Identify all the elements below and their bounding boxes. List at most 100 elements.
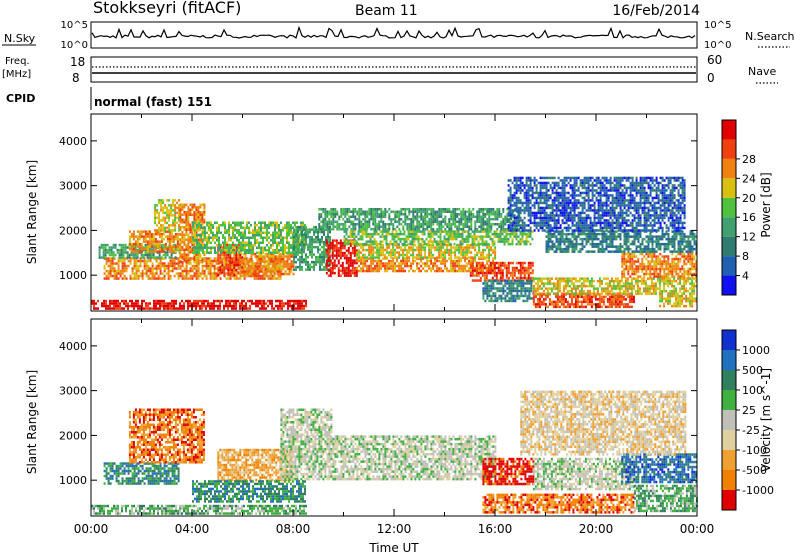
velocity-region-1 bbox=[103, 462, 180, 485]
power-colorbar-band-2 bbox=[722, 236, 736, 257]
power-ylabel: Slant Range [km] bbox=[25, 160, 39, 264]
velocity-colorbar-tick-label-4: -25 bbox=[742, 424, 760, 437]
nave-top-tick: 60 bbox=[707, 53, 722, 67]
velocity-xtick-label-5: 20:00 bbox=[579, 522, 614, 536]
power-region-0 bbox=[91, 299, 307, 310]
velocity-ytick-label-1000: 1000 bbox=[59, 474, 87, 487]
velocity-y-ticks: 1000 2000 3000 4000 bbox=[59, 340, 697, 487]
velocity-colorbar-tick-label-6: -500 bbox=[742, 464, 767, 477]
beam-title: Beam 11 bbox=[355, 3, 418, 19]
power-ytick-label-1000: 1000 bbox=[59, 269, 87, 282]
freq-top-tick: 18 bbox=[70, 55, 85, 69]
velocity-colorbar-band-8 bbox=[722, 330, 736, 350]
velocity-xtick-label-6: 00:00 bbox=[680, 522, 715, 536]
velocity-ytick-label-2000: 2000 bbox=[59, 429, 87, 442]
velocity-panel: 1000 2000 3000 4000 00:00 04:00 08:00 12:00 16:… bbox=[25, 318, 774, 536]
power-colorbar-band-3 bbox=[722, 217, 736, 237]
power-region-12 bbox=[356, 243, 497, 259]
power-colorbar-label: Power [dB] bbox=[759, 172, 773, 237]
power-colorbar-band-0 bbox=[722, 275, 736, 295]
velocity-xtick-label-4: 16:00 bbox=[478, 522, 513, 536]
velocity-ytick-label-3000: 3000 bbox=[59, 385, 87, 398]
power-colorbar-tick-label-6: 28 bbox=[742, 153, 756, 166]
power-colorbar-band-5 bbox=[722, 178, 736, 198]
velocity-colorbar-band-2 bbox=[722, 450, 736, 470]
velocity-xtick-label-2: 08:00 bbox=[276, 522, 311, 536]
velocity-colorbar-band-1 bbox=[722, 470, 736, 490]
velocity-colorbar-tick-label-2: 100 bbox=[742, 384, 763, 397]
power-colorbar-band-6 bbox=[722, 158, 736, 179]
freq-unit: [MHz] bbox=[2, 69, 31, 80]
velocity-colorbar-tick-label-7: -1000 bbox=[742, 484, 774, 497]
power-region-13 bbox=[343, 230, 534, 246]
nave-label: Nave bbox=[748, 65, 776, 78]
x-axis-label: Time UT bbox=[368, 541, 419, 554]
power-colorbar-frame bbox=[721, 119, 737, 296]
velocity-colorbar-band-6 bbox=[722, 370, 736, 390]
power-colorbar-tick-label-4: 20 bbox=[742, 192, 756, 205]
power-region-19 bbox=[621, 252, 698, 278]
velocity-region-0 bbox=[91, 504, 307, 515]
velocity-ylabel: Slant Range [km] bbox=[25, 370, 39, 474]
power-ytick-label-2000: 2000 bbox=[59, 224, 87, 237]
velocity-colorbar-tick-label-3: 25 bbox=[742, 404, 756, 417]
velocity-region-11 bbox=[633, 484, 698, 513]
nsky-panel: N.Sky 10^5 10^0 10^5 10^0 N.Search bbox=[2, 20, 795, 51]
power-colorbar-tick-label-3: 16 bbox=[742, 211, 756, 224]
power-region-16 bbox=[482, 279, 535, 303]
velocity-region-7 bbox=[482, 457, 535, 486]
power-cells bbox=[91, 176, 698, 310]
velocity-colorbar-tick-label-0: 1000 bbox=[742, 344, 770, 357]
velocity-xtick-label-0: 00:00 bbox=[74, 522, 109, 536]
power-region-20 bbox=[659, 277, 698, 308]
velocity-x-ticks: 00:00 04:00 08:00 12:00 16:00 20:00 00:00 bbox=[74, 319, 715, 536]
nsky-bottom-tick: 10^0 bbox=[61, 40, 88, 51]
nsky-top-tick: 10^5 bbox=[61, 20, 88, 31]
nsearch-top-tick: 10^5 bbox=[704, 20, 731, 31]
power-region-17 bbox=[532, 293, 635, 309]
power-region-7 bbox=[242, 252, 295, 276]
cpid-label: CPID bbox=[6, 92, 35, 105]
nave-bottom-tick: 0 bbox=[707, 71, 715, 85]
nsky-trace bbox=[91, 25, 696, 39]
velocity-colorbar-band-3 bbox=[722, 430, 736, 450]
power-colorbar-tick-label-2: 12 bbox=[742, 231, 756, 244]
power-ytick-label-4000: 4000 bbox=[59, 135, 87, 148]
power-y-ticks: 1000 2000 3000 4000 bbox=[59, 135, 697, 282]
station-title: Stokkseyri (fitACF) bbox=[93, 0, 241, 17]
power-colorbar: 4 8 12 16 20 24 28 bbox=[721, 119, 756, 296]
power-colorbar-band-7 bbox=[722, 139, 736, 159]
velocity-colorbar-band-5 bbox=[722, 390, 736, 410]
power-colorbar-band-8 bbox=[722, 120, 736, 140]
velocity-xtick-label-1: 04:00 bbox=[175, 522, 210, 536]
power-region-9 bbox=[293, 225, 331, 271]
freq-bottom-tick: 8 bbox=[72, 71, 80, 85]
date-title: 16/Feb/2014 bbox=[612, 3, 700, 19]
velocity-colorbar-label: Velocity [m s^-1] bbox=[759, 368, 773, 472]
velocity-region-4 bbox=[192, 480, 306, 503]
velocity-colorbar-band-4 bbox=[722, 410, 736, 430]
cpid-value: normal (fast) 151 bbox=[94, 95, 212, 109]
velocity-colorbar-tick-label-5: -100 bbox=[742, 444, 767, 457]
power-region-5 bbox=[179, 203, 206, 264]
velocity-colorbar-band-7 bbox=[722, 350, 736, 370]
power-region-18 bbox=[532, 277, 661, 295]
power-region-8 bbox=[192, 221, 306, 254]
velocity-colorbar: 1000 500 100 25 -25 -100 -500 -1000 bbox=[721, 329, 774, 511]
velocity-region-5 bbox=[280, 435, 497, 481]
power-x-ticks bbox=[90, 114, 698, 311]
power-colorbar-band-4 bbox=[722, 197, 736, 218]
velocity-region-2 bbox=[128, 408, 205, 464]
power-colorbar-tick-label-5: 24 bbox=[742, 172, 756, 185]
velocity-xtick-label-3: 12:00 bbox=[377, 522, 412, 536]
velocity-colorbar-frame bbox=[721, 329, 737, 511]
power-region-14 bbox=[469, 261, 534, 282]
freq-panel: Freq. [MHz] 18 8 60 0 Nave bbox=[2, 53, 778, 85]
velocity-region-9 bbox=[532, 457, 635, 491]
nsky-label: N.Sky bbox=[4, 32, 36, 45]
power-ytick-label-3000: 3000 bbox=[59, 180, 87, 193]
power-colorbar-tick-label-1: 8 bbox=[742, 250, 749, 263]
power-region-22 bbox=[507, 176, 686, 232]
velocity-cells bbox=[91, 390, 698, 515]
